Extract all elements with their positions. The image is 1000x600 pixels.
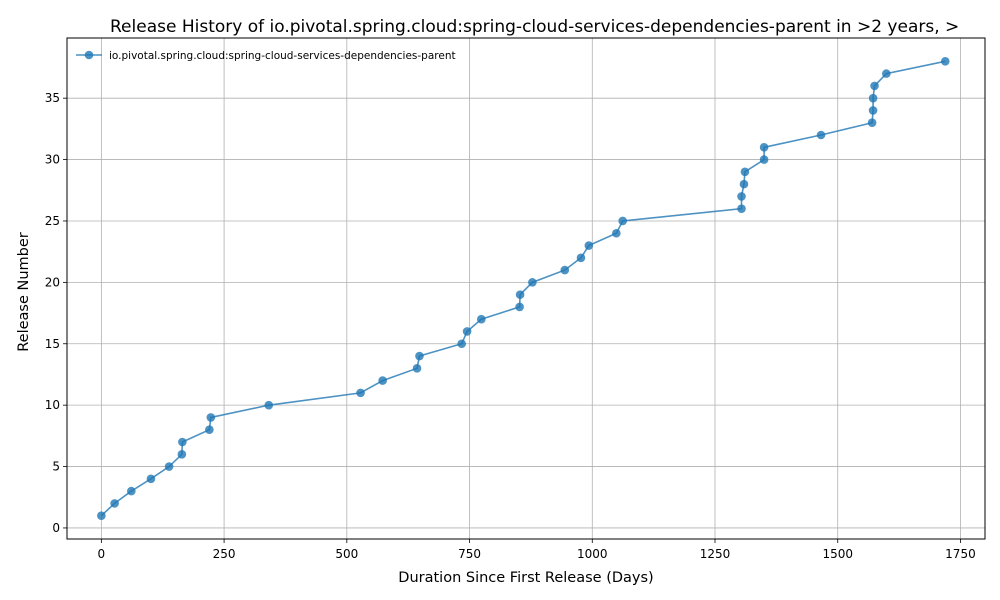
x-tick-label: 0	[98, 547, 106, 561]
y-axis-label: Release Number	[16, 232, 32, 352]
x-tick-label: 1500	[822, 547, 853, 561]
y-tick-label: 30	[45, 153, 60, 167]
data-point	[412, 364, 422, 373]
x-tick-label: 1000	[577, 547, 608, 561]
data-point	[178, 437, 187, 447]
data-point	[415, 351, 424, 361]
data-point	[759, 142, 769, 152]
data-point	[378, 376, 387, 385]
y-tick-label: 25	[45, 214, 60, 228]
data-point	[870, 81, 879, 91]
y-tick-label: 0	[52, 521, 60, 535]
x-axis-ticks: 0 250 500 750 1000 1250 1500 1750	[98, 539, 976, 561]
data-point	[528, 278, 537, 287]
y-axis-ticks: 0 5 10 15 20 25 30 35	[45, 91, 67, 535]
data-point	[612, 228, 621, 238]
data-point	[816, 130, 826, 140]
legend: io.pivotal.spring.cloud:spring-cloud-ser…	[76, 50, 456, 62]
data-point	[737, 192, 746, 201]
data-point	[740, 167, 750, 177]
chart-title: Release History of io.pivotal.spring.clo…	[110, 17, 959, 37]
y-tick-label: 35	[45, 91, 60, 105]
y-tick-label: 5	[52, 460, 60, 474]
data-point	[457, 339, 466, 349]
y-tick-label: 15	[45, 337, 60, 351]
y-tick-label: 20	[45, 275, 60, 289]
data-point	[515, 302, 524, 312]
data-point	[462, 327, 472, 336]
data-point	[759, 155, 769, 164]
data-point	[206, 413, 216, 422]
data-point	[164, 462, 174, 471]
data-point	[560, 265, 570, 275]
data-point	[584, 241, 594, 250]
data-point	[515, 290, 525, 299]
x-tick-label: 750	[458, 547, 481, 561]
data-point	[576, 253, 586, 263]
data-point	[868, 93, 878, 103]
series-line-layer	[100, 60, 946, 517]
grid	[67, 38, 985, 539]
data-point	[618, 216, 628, 226]
data-point	[97, 511, 106, 520]
data-points	[97, 57, 950, 520]
data-point	[264, 400, 274, 410]
data-point	[940, 57, 950, 66]
data-point	[867, 118, 877, 128]
legend-marker-swatch	[84, 50, 94, 60]
data-point	[205, 425, 214, 435]
x-tick-label: 250	[213, 547, 236, 561]
data-point	[356, 388, 365, 398]
data-point	[146, 474, 156, 484]
data-point	[477, 314, 486, 324]
data-point	[868, 106, 878, 115]
x-axis-label: Duration Since First Release (Days)	[398, 570, 653, 586]
data-point	[127, 486, 136, 496]
data-point	[739, 179, 749, 189]
legend-series-label: io.pivotal.spring.cloud:spring-cloud-ser…	[109, 50, 456, 62]
data-point	[737, 204, 746, 213]
y-tick-label: 10	[45, 398, 60, 412]
x-tick-label: 1250	[700, 547, 731, 561]
x-tick-label: 1750	[945, 547, 976, 561]
series-line	[100, 60, 946, 517]
x-tick-label: 500	[335, 547, 358, 561]
plot-frame	[66, 37, 986, 540]
data-point	[110, 499, 119, 508]
data-point	[882, 69, 891, 78]
data-point	[177, 449, 187, 459]
